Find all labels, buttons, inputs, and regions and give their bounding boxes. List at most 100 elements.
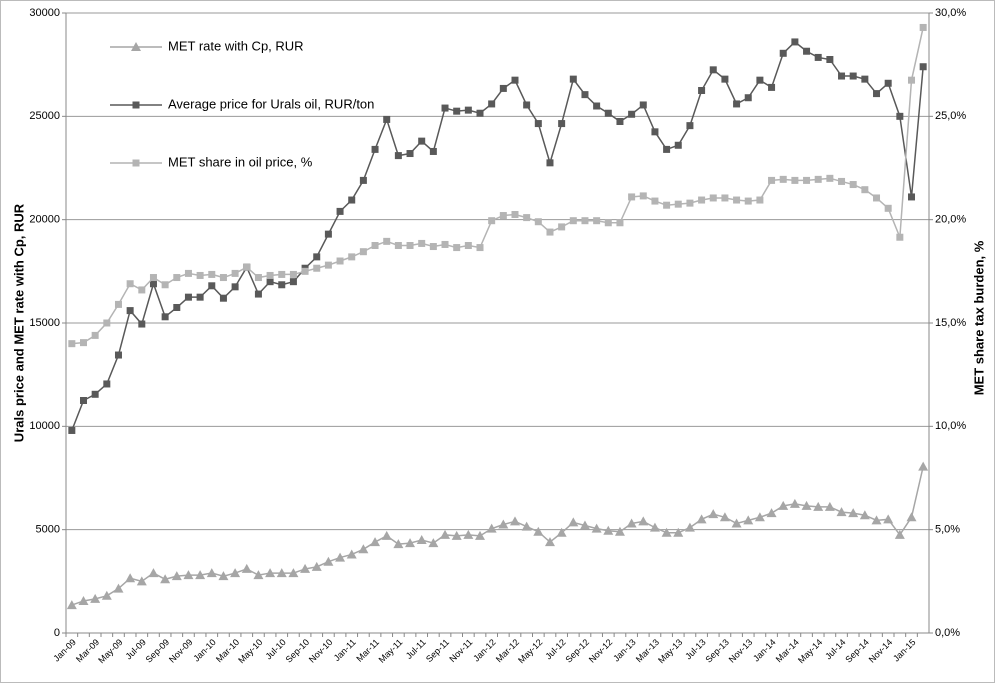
data-point	[266, 271, 274, 279]
data-point	[779, 49, 787, 57]
data-point	[136, 576, 147, 586]
data-point	[709, 194, 717, 202]
y-axis-title: Urals price and MET rate with Cp, RUR	[11, 203, 26, 442]
data-point	[744, 197, 752, 205]
data-point	[370, 537, 381, 547]
data-point	[416, 535, 427, 544]
data-point	[66, 600, 77, 610]
data-point	[323, 556, 334, 566]
data-point	[381, 530, 392, 540]
data-point	[184, 293, 192, 301]
y2-tick-label: 25,0%	[935, 110, 966, 122]
data-point	[161, 281, 169, 289]
data-point	[801, 500, 812, 510]
legend-label: MET share in oil price, %	[168, 154, 313, 169]
data-point	[556, 527, 567, 537]
data-point	[768, 83, 776, 91]
data-point	[265, 568, 276, 578]
data-point	[721, 75, 729, 83]
data-point	[300, 563, 311, 573]
data-point	[429, 243, 437, 251]
data-point	[173, 304, 181, 311]
data-point	[383, 237, 391, 245]
data-point	[231, 283, 239, 291]
data-point	[475, 530, 486, 540]
data-point	[581, 217, 589, 225]
data-point	[896, 233, 904, 241]
data-point	[160, 574, 171, 584]
data-point	[743, 515, 754, 525]
data-point	[918, 461, 929, 471]
data-point	[686, 122, 694, 130]
data-point	[826, 56, 834, 63]
data-point	[278, 281, 286, 289]
legend-marker	[131, 42, 141, 51]
y-tick-label: 5000	[36, 524, 60, 536]
data-point	[289, 270, 297, 278]
data-point	[593, 102, 601, 110]
data-point	[849, 72, 857, 80]
data-point	[906, 512, 917, 522]
y2-tick-label: 0,0%	[935, 627, 960, 639]
data-point	[173, 274, 181, 282]
data-point	[79, 397, 87, 404]
data-point	[698, 196, 706, 204]
data-point	[733, 196, 741, 204]
data-point	[616, 118, 624, 125]
data-point	[756, 76, 764, 84]
data-point	[628, 110, 636, 118]
data-point	[756, 196, 764, 204]
data-point	[731, 518, 742, 528]
data-point	[464, 242, 472, 249]
data-point	[324, 261, 332, 269]
data-point	[766, 508, 777, 518]
data-point	[208, 270, 216, 278]
data-point	[488, 217, 496, 225]
data-point	[196, 293, 204, 301]
data-point	[78, 595, 89, 605]
data-point	[579, 520, 590, 530]
data-point	[499, 212, 507, 220]
data-point	[884, 79, 892, 87]
data-point	[651, 128, 659, 136]
data-point	[453, 107, 461, 115]
data-point	[639, 101, 647, 109]
data-point	[686, 199, 694, 207]
data-point	[521, 521, 532, 531]
data-point	[534, 120, 542, 128]
y2-axis-title: MET share tax burden, %	[971, 240, 986, 395]
data-point	[126, 307, 134, 315]
data-point	[789, 498, 800, 508]
data-point	[908, 193, 916, 201]
data-point	[161, 313, 169, 321]
data-point	[534, 218, 542, 226]
data-point	[230, 568, 241, 578]
data-point	[779, 175, 787, 183]
data-point	[533, 526, 544, 536]
data-point	[113, 583, 124, 593]
data-point	[394, 242, 402, 249]
data-point	[546, 228, 554, 236]
data-point	[358, 544, 369, 554]
data-point	[546, 159, 554, 167]
data-point	[313, 253, 321, 261]
data-point	[558, 223, 566, 231]
data-point	[453, 244, 461, 252]
data-point	[406, 150, 414, 158]
data-point	[803, 176, 811, 184]
data-point	[674, 141, 682, 149]
data-point	[591, 523, 602, 533]
data-point	[523, 101, 531, 109]
data-point	[638, 516, 649, 526]
data-point	[254, 274, 262, 282]
y2-tick-label: 30,0%	[935, 7, 966, 19]
data-point	[569, 75, 577, 83]
data-point	[371, 145, 379, 153]
data-point	[241, 563, 252, 573]
data-point	[289, 278, 297, 286]
data-point	[126, 280, 134, 288]
y2-tick-label: 20,0%	[935, 214, 966, 226]
data-point	[639, 192, 647, 200]
